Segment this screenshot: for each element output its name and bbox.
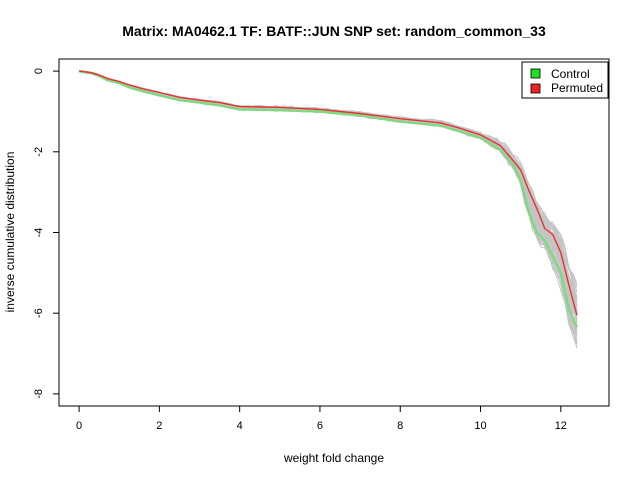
permutation-line [79, 71, 578, 301]
permutation-line [78, 70, 578, 305]
permutation-line [78, 70, 578, 305]
permutation-line [79, 70, 578, 298]
permutation-line [78, 70, 578, 310]
x-tick-label: 10 [474, 420, 486, 432]
permutation-line [79, 70, 578, 309]
legend-label-control: Control [551, 67, 590, 81]
permutation-line [79, 70, 578, 310]
permutation-line [79, 71, 578, 314]
legend-swatch-permuted [530, 83, 541, 94]
chart-title: Matrix: MA0462.1 TF: BATF::JUN SNP set: … [122, 23, 546, 39]
permutation-line [79, 71, 578, 309]
series-lines [78, 69, 578, 328]
y-tick-label: -2 [33, 147, 45, 157]
permutation-line [79, 70, 578, 314]
permutation-line [79, 70, 578, 298]
permuted-line [79, 70, 578, 316]
permutation-line [78, 70, 578, 285]
permutation-line [79, 71, 578, 293]
control-line [78, 69, 578, 328]
permutation-line [78, 70, 578, 314]
y-tick-label: -4 [33, 228, 45, 238]
permutation-line [79, 70, 578, 316]
permutation-line [79, 70, 578, 312]
y-axis: 0 -2 -4 -6 -8 [33, 68, 60, 399]
y-tick-label: -8 [33, 389, 45, 399]
permutation-line [79, 70, 578, 288]
permutation-line [79, 70, 578, 297]
x-tick-label: 4 [237, 420, 243, 432]
y-axis-title: inverse cumulative distribution [3, 152, 17, 313]
permutation-line [78, 71, 578, 307]
x-axis-title: weight fold change [283, 451, 384, 465]
x-axis: 0 2 4 6 8 10 12 [76, 405, 567, 432]
permutation-line [79, 70, 578, 300]
x-tick-label: 2 [156, 420, 162, 432]
x-tick-label: 0 [76, 420, 82, 432]
permutation-line [79, 70, 578, 306]
x-tick-label: 8 [397, 420, 403, 432]
permutation-line [79, 70, 578, 288]
permutation-line [79, 70, 578, 312]
permutation-line [79, 70, 578, 306]
permutation-line [79, 70, 578, 316]
x-tick-label: 6 [317, 420, 323, 432]
x-tick-label: 12 [555, 420, 567, 432]
permutation-line [78, 70, 578, 302]
legend-swatch-control [530, 68, 541, 79]
permutation-line [79, 70, 578, 307]
legend-label-permuted: Permuted [551, 81, 603, 95]
y-tick-label: 0 [33, 68, 45, 74]
permutation-line [79, 70, 578, 313]
permutation-line [78, 70, 578, 297]
permutation-line [79, 70, 578, 298]
y-tick-label: -6 [33, 308, 45, 318]
legend: Control Permuted [521, 61, 609, 99]
